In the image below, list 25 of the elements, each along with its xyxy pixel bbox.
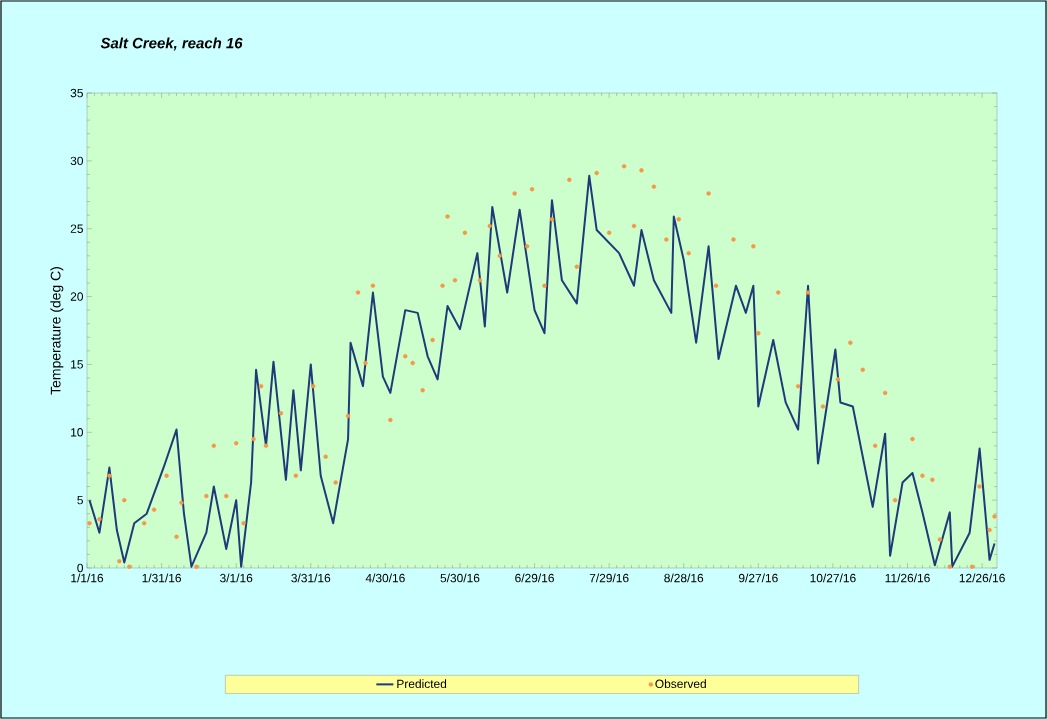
x-tick-label: 4/30/16 <box>365 573 405 583</box>
y-tick-label: 5 <box>77 495 83 505</box>
y-tick-label: 20 <box>70 292 84 301</box>
y-tick-label: 25 <box>70 224 83 233</box>
y-tick-label: 0 <box>77 563 84 573</box>
x-tick-label: 5/30/16 <box>440 573 480 583</box>
x-tick-label: 1/31/16 <box>142 573 182 583</box>
x-tick-label: 9/27/16 <box>738 573 778 583</box>
x-tick-label: 11/26/16 <box>885 573 930 583</box>
y-tick-label: 10 <box>71 428 84 437</box>
y-tick-label: 30 <box>70 156 84 166</box>
x-tick-label: 6/29/16 <box>515 573 554 583</box>
x-tick-label: 10/27/16 <box>810 573 856 583</box>
x-tick-label: 1/1/16 <box>71 573 104 583</box>
y-tick-label: 35 <box>70 88 83 98</box>
y-axis-title: Temperature (deg C) <box>50 267 64 395</box>
legend-label: Predicted <box>397 679 447 689</box>
chart-title: Salt Creek, reach 16 <box>100 37 243 51</box>
x-tick-label: 3/31/16 <box>291 573 331 583</box>
x-tick-label: 3/1/16 <box>220 573 253 583</box>
x-tick-label: 7/29/16 <box>589 573 629 583</box>
x-tick-label: 8/28/16 <box>664 573 704 583</box>
legend-label: Observed <box>655 679 706 689</box>
x-tick-label: 12/26/16 <box>959 573 1005 583</box>
y-tick-label: 15 <box>71 360 83 369</box>
